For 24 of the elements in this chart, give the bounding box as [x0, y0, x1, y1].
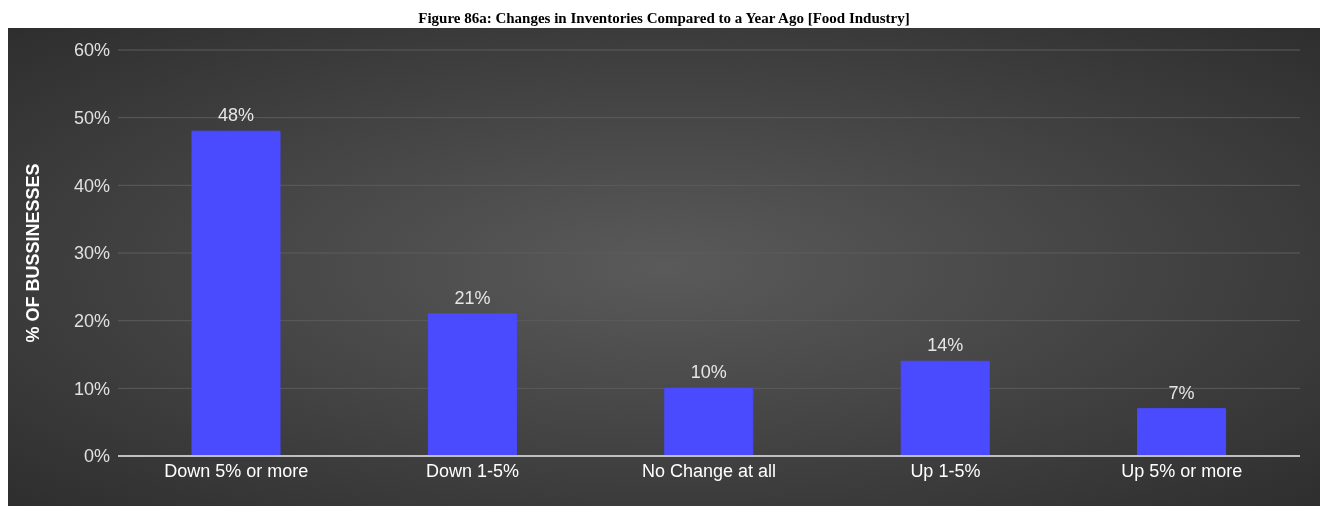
- y-tick-label: 40%: [73, 175, 110, 196]
- x-tick-label: Up 1-5%: [910, 460, 981, 481]
- x-tick-label: No Change at all: [641, 460, 777, 481]
- data-label: 14%: [927, 335, 964, 356]
- y-tick-label: 30%: [73, 243, 110, 264]
- data-label: 21%: [454, 287, 491, 308]
- data-label: 10%: [690, 362, 727, 383]
- y-tick-label: 20%: [73, 311, 110, 332]
- y-tick-label: 60%: [73, 40, 110, 61]
- bar: [1137, 408, 1227, 456]
- y-axis-title: % OF BUSSINESSES: [23, 163, 44, 343]
- x-tick-label: Down 1-5%: [426, 460, 520, 481]
- y-tick-label: 10%: [73, 378, 110, 399]
- data-label: 7%: [1168, 382, 1195, 403]
- y-tick-label: 0%: [83, 446, 110, 467]
- bar: [427, 313, 517, 456]
- bar: [191, 130, 281, 456]
- bar: [664, 387, 754, 456]
- data-label: 48%: [217, 105, 255, 126]
- bar: [900, 360, 990, 456]
- chart-title: Figure 86a: Changes in Inventories Compared to a Year Ago [Food Industry]: [417, 9, 911, 28]
- x-tick-label: Up 5% or more: [1121, 460, 1243, 481]
- x-tick-label: Down 5% or more: [164, 460, 309, 481]
- y-tick-label: 50%: [73, 108, 110, 129]
